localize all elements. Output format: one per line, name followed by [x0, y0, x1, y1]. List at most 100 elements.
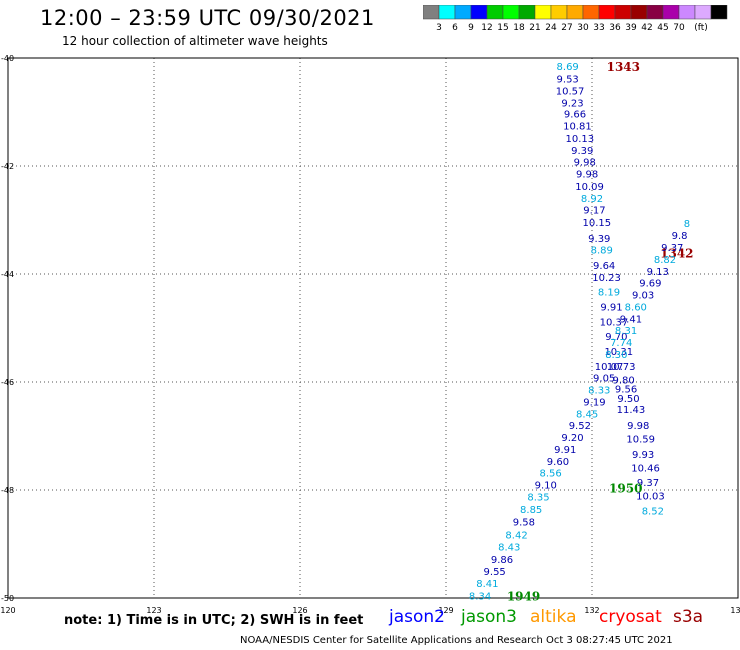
wave-height-value: 9.50	[617, 394, 639, 405]
wave-height-value: 10.07	[595, 362, 624, 373]
colorbar-label: 70	[673, 23, 685, 33]
wave-height-value: 8.45	[576, 409, 598, 420]
wave-height-value: 9.20	[561, 433, 583, 444]
colorbar-label: 18	[513, 23, 525, 33]
wave-height-value: 9.17	[583, 206, 605, 217]
chart-subtitle: 12 hour collection of altimeter wave hei…	[62, 34, 328, 48]
wave-height-value: 10.15	[583, 218, 612, 229]
colorbar-label: 3	[436, 23, 442, 33]
wave-height-value: 9.80	[613, 375, 635, 386]
wave-height-value: 8.60	[625, 302, 647, 313]
colorbar-label: 24	[545, 23, 557, 33]
wave-height-value: 8.92	[581, 194, 603, 205]
wave-height-value: 9.56	[615, 384, 637, 395]
color-scale-legend: 3 6 9 12 15 18 21 24 27 30 33 36 39 42 45 70 (ft)	[423, 5, 728, 33]
x-tick-label: 120	[0, 606, 15, 615]
wave-height-value: 9.53	[557, 75, 579, 86]
wave-height-value: 9.03	[632, 291, 654, 302]
wave-height-value: 10.46	[631, 463, 660, 474]
wave-height-value: 8.43	[498, 543, 520, 554]
wave-height-value: 7.74	[610, 338, 632, 349]
wave-height-value: 9.93	[632, 450, 654, 461]
pass-time-label: 1950	[609, 481, 642, 495]
wave-height-value: 9.98	[627, 421, 649, 432]
wave-height-value: 9.91	[600, 302, 622, 313]
wave-height-value: 9.91	[554, 445, 576, 456]
wave-height-value: 9.19	[583, 397, 605, 408]
wave-height-value: 8.69	[557, 62, 579, 73]
wave-height-value: 10.37	[600, 318, 629, 329]
colorbar-label: (ft)	[694, 23, 708, 33]
wave-height-value: 9.98	[574, 158, 596, 169]
colorbar-label: 27	[561, 23, 572, 33]
wave-height-value: 9.39	[571, 146, 593, 157]
wave-height-value: 8.30	[605, 350, 627, 361]
x-tick-label: 126	[292, 606, 307, 615]
wave-height-value: 9.86	[491, 555, 513, 566]
wave-height-value: 10.57	[556, 86, 585, 97]
note-text: note: 1) Time is in UTC; 2) SWH is in fe…	[64, 613, 364, 628]
wave-height-value: 8.82	[654, 255, 676, 266]
colorbar-label: 21	[529, 23, 540, 33]
wave-height-value: 8.56	[540, 469, 562, 480]
wave-height-value: 9.8	[672, 231, 688, 242]
wave-height-value: 8.85	[520, 505, 542, 516]
x-tick-label: 123	[146, 606, 161, 615]
colorbar-label: 6	[452, 23, 458, 33]
x-tick-label: 135	[730, 606, 740, 615]
legend-altika: altika	[530, 607, 577, 627]
wave-height-value: 9.66	[564, 110, 586, 121]
wave-height-value: 9.52	[569, 421, 591, 432]
wave-height-value: 10.13	[566, 134, 595, 145]
legend-cryosat: cryosat	[599, 607, 662, 627]
wave-height-value: 9.23	[561, 98, 583, 109]
wave-height-value: 9.70	[605, 332, 627, 343]
wave-height-value: 10.23	[592, 273, 621, 284]
wave-height-value: 10.03	[636, 491, 665, 502]
wave-height-value: 9.37	[637, 478, 659, 489]
x-tick-label: 132	[584, 606, 599, 615]
wave-height-value: 8.35	[527, 492, 549, 503]
wave-height-value: 10.59	[626, 435, 655, 446]
pass-time-label: 1949	[507, 589, 540, 603]
pass-time-label: 1343	[607, 60, 640, 74]
wave-height-value: 9.98	[576, 170, 598, 181]
wave-height-value: 9.60	[547, 457, 569, 468]
wave-height-value: 9.39	[588, 234, 610, 245]
colorbar-label: 42	[641, 23, 652, 33]
colorbar-label: 15	[497, 23, 508, 33]
credit-line: NOAA/NESDIS Center for Satellite Applica…	[240, 635, 673, 646]
colorbar-label: 45	[657, 23, 668, 33]
wave-height-value: 8.33	[588, 386, 610, 397]
wave-height-value: 9.13	[647, 267, 669, 278]
colorbar-label: 9	[468, 23, 474, 33]
wave-height-value: 10.81	[563, 122, 592, 133]
x-tick-label: 129	[438, 606, 453, 615]
wave-height-value: 8.89	[591, 246, 613, 257]
wave-height-value: 8	[684, 219, 690, 230]
colorbar-label: 12	[481, 23, 492, 33]
wave-height-value: 11.43	[617, 405, 646, 416]
chart-title: 12:00 – 23:59 UTC 09/30/2021	[40, 6, 375, 30]
pass-time-label: 1342	[660, 246, 693, 260]
wave-height-value: 9.64	[593, 261, 615, 272]
legend-jason3: jason3	[461, 607, 517, 627]
wave-height-value: 9.37	[661, 243, 683, 254]
legend-s3a: s3a	[673, 607, 704, 627]
wave-height-value: 10.31	[604, 347, 633, 358]
wave-height-value: 9.55	[484, 567, 506, 578]
wave-height-value: 9.41	[620, 314, 642, 325]
wave-height-value: 9.10	[535, 481, 557, 492]
colorbar-label: 39	[625, 23, 637, 33]
colorbar-label: 30	[577, 23, 589, 33]
track-layer: 8.699.5310.579.239.6610.8110.139.399.989…	[469, 60, 694, 603]
wave-height-value: 9.69	[639, 279, 661, 290]
plot-frame	[7, 57, 739, 599]
wave-height-value: 9.05	[593, 374, 615, 385]
legend-jason2: jason2	[389, 607, 445, 627]
colorbar-label: 36	[609, 23, 621, 33]
wave-height-value: 8.42	[505, 530, 527, 541]
wave-height-value: 8.34	[469, 591, 491, 602]
wave-height-value: 9.58	[513, 517, 535, 528]
